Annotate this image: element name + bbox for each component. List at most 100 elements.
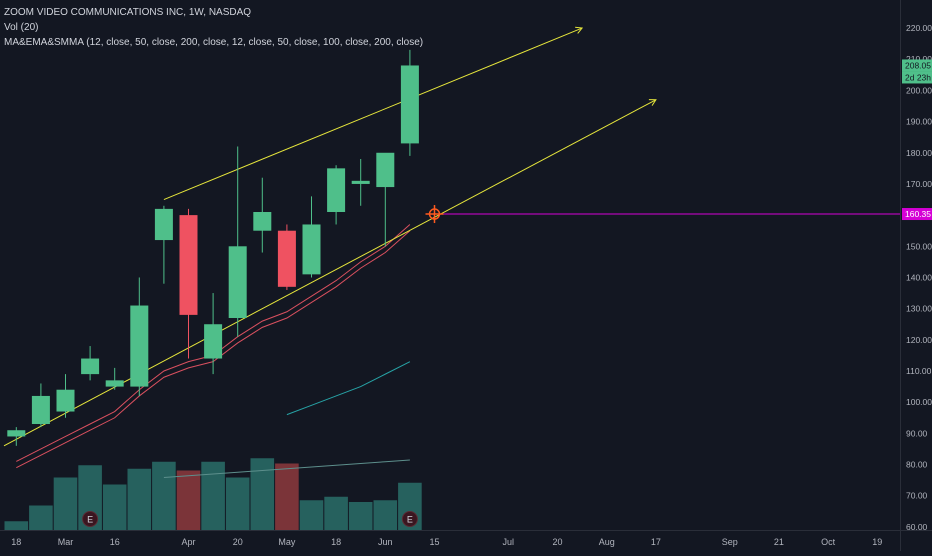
candle-body (253, 212, 272, 231)
time-tick-label: 21 (774, 537, 784, 547)
candle (253, 177, 272, 253)
hline-price-badge: 160.35 (902, 208, 932, 221)
price-tick-label: 140.00 (906, 272, 932, 282)
candle-body (31, 395, 50, 424)
volume-bar (201, 461, 225, 530)
candle (105, 367, 124, 390)
candle (327, 165, 346, 225)
time-tick-label: Jun (378, 537, 393, 547)
trendline-arrowhead (648, 99, 657, 106)
price-tick-label: 60.00 (906, 522, 928, 530)
countdown-badge-bg (902, 71, 932, 84)
time-tick-label: Jul (503, 537, 515, 547)
volume-bar (53, 477, 78, 530)
price-tick-label: 70.00 (906, 491, 928, 501)
moving-average-line-3 (286, 361, 411, 416)
volume-ma-line (163, 459, 410, 478)
price-tick-label: 80.00 (906, 460, 928, 470)
candle (130, 277, 149, 396)
last-price-badge-bg (902, 59, 932, 72)
trendline-2 (3, 99, 657, 447)
candle-body (130, 305, 149, 387)
candle (376, 152, 395, 247)
price-tick-label: 110.00 (906, 366, 932, 376)
candle-body (105, 380, 124, 387)
last-price-badge: 208.05 (902, 59, 932, 72)
volume-bar (29, 505, 53, 530)
volume-bar (373, 500, 398, 530)
candle (302, 196, 321, 278)
time-tick-label: 18 (11, 537, 21, 547)
candle-body (204, 324, 223, 359)
candle-body (302, 224, 321, 275)
volume-bar (127, 468, 152, 530)
candle-body (376, 152, 395, 188)
candle-body (179, 215, 198, 315)
time-tick-label: Aug (599, 537, 615, 547)
candle-body (327, 168, 346, 212)
volume-bar (299, 500, 324, 530)
hline-price-badge-bg (902, 208, 932, 221)
candle (81, 346, 100, 381)
time-tick-label: Apr (181, 537, 195, 547)
time-tick-label: 20 (233, 537, 243, 547)
candle (7, 427, 26, 446)
candle (351, 159, 370, 206)
volume-bar (152, 461, 176, 530)
price-tick-label: 180.00 (906, 148, 932, 158)
candle-body (351, 180, 370, 184)
volume-bar (275, 463, 299, 530)
trendline-arrowhead (575, 26, 584, 34)
hline-price-badge-text: 160.35 (905, 209, 931, 219)
earnings-marker[interactable]: E (401, 511, 418, 527)
candle-body (56, 389, 75, 412)
candle-body (154, 208, 173, 241)
candle (154, 205, 173, 284)
volume-bar (176, 470, 201, 530)
price-scale[interactable]: 60.00 70.00 80.00 90.00 100.00 110.00 120.00 13… (900, 0, 932, 532)
price-tick-label: 120.00 (906, 335, 932, 345)
candle (204, 293, 223, 375)
legend-volume[interactable]: Vol (20) (4, 22, 39, 33)
earnings-marker-circle (401, 511, 418, 527)
chart-legend: ZOOM VIDEO COMMUNICATIONS INC, 1W, NASDA… (4, 5, 423, 50)
time-tick-label: Mar (58, 537, 74, 547)
price-tick-label: 170.00 (906, 179, 932, 189)
price-tick-label: 150.00 (906, 241, 932, 251)
candle-body (228, 246, 247, 318)
candle-body (277, 230, 296, 287)
legend-symbol-title[interactable]: ZOOM VIDEO COMMUNICATIONS INC, 1W, NASDA… (4, 7, 252, 18)
time-tick-label: May (278, 537, 296, 547)
time-tick-label: 17 (651, 537, 661, 547)
trendline-1 (163, 27, 583, 200)
candle (31, 383, 50, 428)
candle (179, 208, 198, 359)
volume-bar (102, 484, 127, 530)
time-tick-label: 18 (331, 537, 341, 547)
time-tick-label: 20 (552, 537, 562, 547)
earnings-marker-circle (82, 511, 99, 527)
time-tick-label: Oct (821, 537, 836, 547)
price-tick-label: 90.00 (906, 428, 928, 438)
volume-bar (4, 521, 29, 530)
time-tick-label: 19 (872, 537, 882, 547)
price-tick-label: 220.00 (906, 23, 932, 33)
price-tick-label: 210.00 (906, 54, 932, 64)
countdown-badge-text: 2d 23h (905, 72, 931, 82)
price-tick-label: 190.00 (906, 117, 932, 127)
volume-bar (225, 477, 250, 530)
time-scale[interactable]: 18 Mar 16 Apr 20 May 18 Jun 15 Jul 20 Aug 17 Sep 21 Oct… (0, 530, 900, 551)
scale-corner (900, 530, 932, 551)
last-price-badge-text: 208.05 (905, 60, 931, 70)
earnings-marker[interactable]: E (82, 511, 99, 527)
candle-body (81, 358, 100, 375)
time-tick-label: 16 (110, 537, 120, 547)
earnings-marker-label: E (407, 515, 413, 525)
legend-indicator[interactable]: MA&EMA&SMMA (12, close, 50, close, 200, … (4, 37, 424, 48)
candle-body (7, 430, 26, 437)
earnings-marker-label: E (87, 515, 93, 525)
volume-bar (324, 496, 348, 530)
volume-bar (250, 458, 275, 530)
